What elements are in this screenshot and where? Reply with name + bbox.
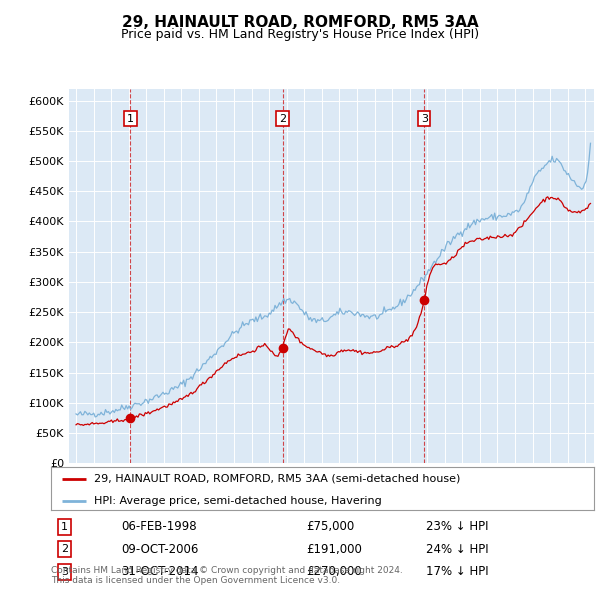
Text: 2: 2 [61, 544, 68, 554]
Text: 31-OCT-2014: 31-OCT-2014 [122, 565, 199, 578]
Text: 17% ↓ HPI: 17% ↓ HPI [425, 565, 488, 578]
Text: 3: 3 [61, 566, 68, 576]
Text: Price paid vs. HM Land Registry's House Price Index (HPI): Price paid vs. HM Land Registry's House … [121, 28, 479, 41]
Text: 3: 3 [421, 114, 428, 124]
Text: 09-OCT-2006: 09-OCT-2006 [122, 543, 199, 556]
Text: 29, HAINAULT ROAD, ROMFORD, RM5 3AA: 29, HAINAULT ROAD, ROMFORD, RM5 3AA [122, 15, 478, 30]
Text: 23% ↓ HPI: 23% ↓ HPI [425, 520, 488, 533]
Text: £191,000: £191,000 [306, 543, 362, 556]
Text: 2: 2 [279, 114, 286, 124]
Text: Contains HM Land Registry data © Crown copyright and database right 2024.
This d: Contains HM Land Registry data © Crown c… [51, 566, 403, 585]
Text: 29, HAINAULT ROAD, ROMFORD, RM5 3AA (semi-detached house): 29, HAINAULT ROAD, ROMFORD, RM5 3AA (sem… [94, 474, 461, 484]
Text: 06-FEB-1998: 06-FEB-1998 [122, 520, 197, 533]
Text: HPI: Average price, semi-detached house, Havering: HPI: Average price, semi-detached house,… [94, 496, 382, 506]
Text: 1: 1 [61, 522, 68, 532]
Text: 1: 1 [127, 114, 134, 124]
Text: £270,000: £270,000 [306, 565, 362, 578]
Text: £75,000: £75,000 [306, 520, 355, 533]
Text: 24% ↓ HPI: 24% ↓ HPI [425, 543, 488, 556]
